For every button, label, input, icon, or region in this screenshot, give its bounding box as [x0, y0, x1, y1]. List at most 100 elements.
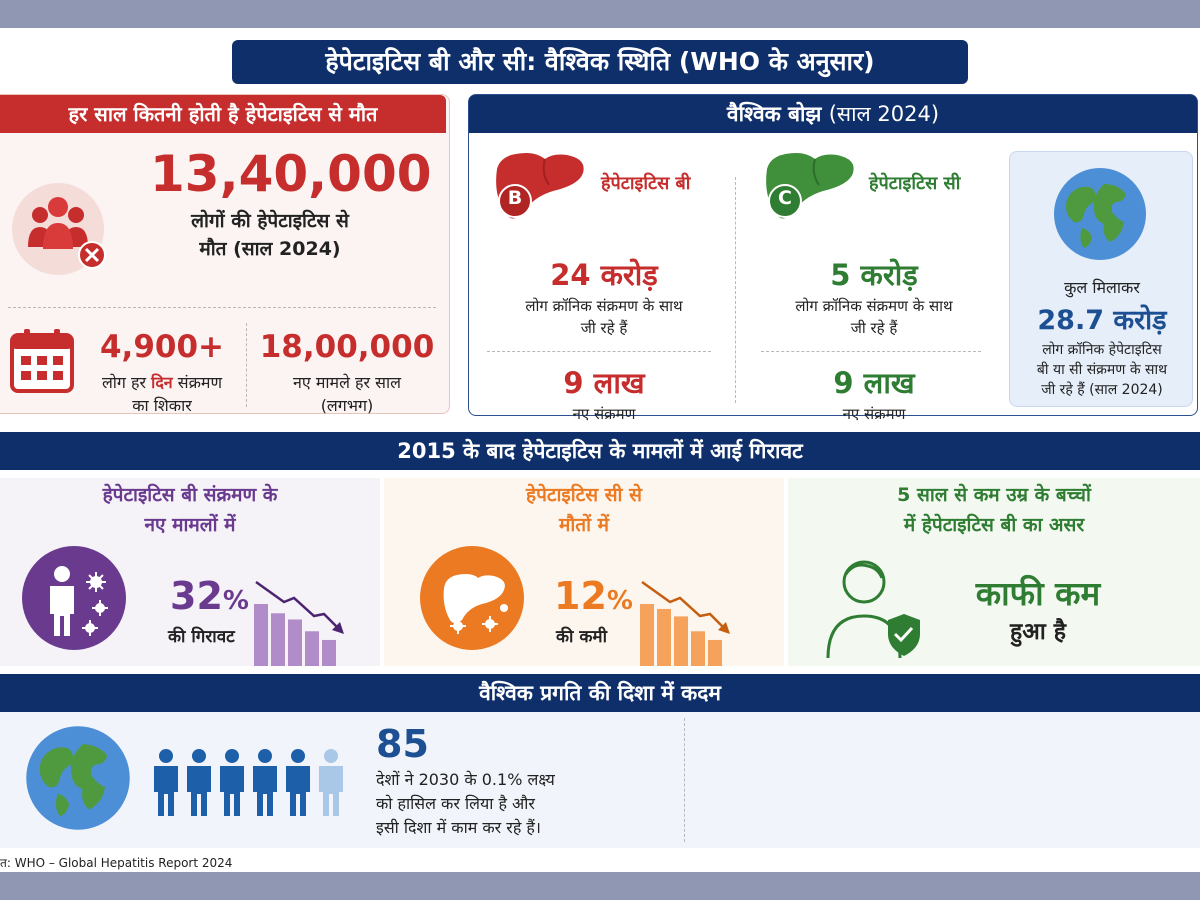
total-box: कुल मिलाकर 28.7 करोड़ लोग क्रॉनिक हेपेटा… [1009, 151, 1193, 407]
liver-virus-icon [420, 546, 524, 650]
globe-icon [26, 726, 130, 830]
decline-panel-hep-b: हेपेटाइटिस बी संक्रमण के नए मामलों में 3… [0, 478, 380, 666]
panel1-unit: % [222, 586, 249, 616]
panel2-label: की कमी [556, 627, 608, 647]
bar [674, 616, 688, 666]
daily-em: दिन [151, 373, 173, 392]
person-virus-icon [22, 546, 126, 650]
trend-arrow [641, 580, 727, 631]
burden-card: वैश्विक बोझ (साल 2024) B हेपेटाइटिस बी 2… [468, 94, 1198, 423]
person-figure [253, 749, 277, 816]
bar [254, 604, 268, 666]
divider [761, 351, 981, 352]
deaths-total-label: लोगों की हेपेटाइटिस से मौत (साल 2024) [150, 207, 390, 263]
liver-b-icon [496, 153, 584, 219]
deaths-header: हर साल कितनी होती है हेपेटाइटिस से मौत [0, 95, 446, 133]
daily-label: लोग हर दिन संक्रमण का शिकार [76, 371, 248, 417]
bar [305, 631, 319, 666]
panel1-value: 32% [170, 574, 249, 618]
yearly-line2: (लगभग) [320, 396, 374, 415]
hep-c-new-label: नए संक्रमण [842, 405, 906, 423]
divider [684, 718, 685, 842]
hep-b-letter: B [507, 187, 523, 209]
panel1-title: हेपेटाइटिस बी संक्रमण के नए मामलों में [0, 480, 380, 540]
panel3-value: काफी कम [975, 574, 1101, 613]
deaths-card: हर साल कितनी होती है हेपेटाइटिस से मौत 1… [0, 94, 450, 417]
bar [640, 604, 654, 666]
progress-line3: इसी दिशा में काम कर रहे हैं। [376, 818, 541, 837]
hep-b-chronic-value: 24 करोड़ [550, 258, 658, 292]
panel3-title-line2: में हेपेटाइटिस बी का असर [903, 514, 1085, 536]
hep-c-chronic-value: 5 करोड़ [830, 258, 918, 292]
divider [487, 351, 711, 352]
child-shield-icon [826, 560, 920, 659]
daily-line2: का शिकार [132, 396, 192, 415]
divider [8, 307, 436, 308]
progress-line2: को हासिल कर लिया है और [376, 794, 535, 813]
declining-bars-icon [254, 580, 344, 666]
panel1-title-line1: हेपेटाइटिस बी संक्रमण के [102, 484, 278, 506]
bar [691, 631, 705, 666]
hep-c-chronic-line1: लोग क्रॉनिक संक्रमण के साथ [795, 297, 953, 315]
decline-panel-hep-c: हेपेटाइटिस सी से मौतों में 12% की कमी [384, 478, 784, 666]
panel2-value: 12% [554, 574, 633, 618]
yearly-label: नए मामले हर साल (लगभग) [252, 371, 442, 417]
panel2-title: हेपेटाइटिस सी से मौतों में [384, 480, 784, 540]
hep-b-chronic-line2: जी रहे हैं [580, 319, 628, 337]
burden-header-bold: वैश्विक बोझ [726, 102, 822, 126]
yearly-line1: नए मामले हर साल [293, 373, 401, 392]
person-figure [154, 749, 178, 816]
decline-panel-children: 5 साल से कम उम्र के बच्चों में हेपेटाइटि… [788, 478, 1200, 666]
total-line2: बी या सी संक्रमण के साथ [1036, 362, 1168, 378]
hep-c-letter: C [778, 187, 792, 209]
bar [271, 613, 285, 666]
daily-post: संक्रमण [177, 373, 223, 392]
total-value: 28.7 करोड़ [1037, 305, 1167, 336]
hep-c-chronic-line2: जी रहे हैं [850, 319, 898, 337]
daily-pre: लोग हर [101, 373, 147, 392]
main-title: हेपेटाइटिस बी और सी: वैश्विक स्थिति (WHO… [232, 40, 968, 84]
panel2-unit: % [606, 586, 633, 616]
hep-c-chronic-label: लोग क्रॉनिक संक्रमण के साथ जी रहे हैं [745, 295, 1003, 339]
trend-arrow-head [718, 622, 730, 634]
deaths-total-value: 13,40,000 [150, 145, 432, 203]
panel1-title-line2: नए मामलों में [144, 514, 236, 536]
divider [735, 177, 736, 403]
progress-desc: देशों ने 2030 के 0.1% लक्ष्य को हासिल कर… [376, 768, 555, 840]
daily-line1: लोग हर दिन संक्रमण [76, 371, 248, 394]
hep-b-name: हेपेटाइटिस बी [601, 173, 691, 194]
progress-line1: देशों ने 2030 के 0.1% लक्ष्य [376, 770, 555, 789]
people-cross-icon [12, 183, 106, 275]
person-figure [220, 749, 244, 816]
globe-icon [1054, 168, 1146, 260]
bar [708, 639, 722, 666]
deaths-total-line2: मौत (साल 2024) [199, 238, 341, 260]
hep-b-new-value: 9 लाख [563, 366, 645, 400]
liver-c-icon [766, 153, 854, 219]
panel3-title-line1: 5 साल से कम उम्र के बच्चों [897, 484, 1091, 506]
total-label: कुल मिलाकर [1064, 278, 1140, 297]
progress-value: 85 [376, 722, 429, 766]
panel3-label: हुआ है [1010, 619, 1066, 645]
deaths-total-line1: लोगों की हेपेटाइटिस से [191, 210, 349, 232]
divider [246, 323, 247, 407]
panel2-title-line1: हेपेटाइटिस सी से [526, 484, 642, 506]
source-note: त: WHO – Global Hepatitis Report 2024 [0, 856, 233, 870]
people-row-icon [154, 749, 343, 816]
calendar-icon [10, 329, 74, 393]
panel1-label: की गिरावट [168, 627, 235, 647]
burden-header: वैश्विक बोझ (साल 2024) [469, 95, 1197, 133]
daily-value: 4,900+ [99, 329, 225, 365]
total-line3: जी रहे हैं (साल 2024) [1041, 382, 1163, 398]
person-figure [286, 749, 310, 816]
trend-arrow [255, 580, 341, 631]
hep-c-new-value: 9 लाख [833, 366, 915, 400]
panel2-title-line2: मौतों में [558, 514, 609, 536]
total-line1: लोग क्रॉनिक हेपेटाइटिस [1042, 342, 1162, 358]
declining-bars-icon [640, 580, 730, 666]
progress-header: वैश्विक प्रगति की दिशा में कदम [0, 674, 1200, 712]
hep-b-new-label: नए संक्रमण [572, 405, 636, 423]
yearly-value: 18,00,000 [259, 329, 435, 365]
person-figure [187, 749, 211, 816]
bar [322, 639, 336, 666]
